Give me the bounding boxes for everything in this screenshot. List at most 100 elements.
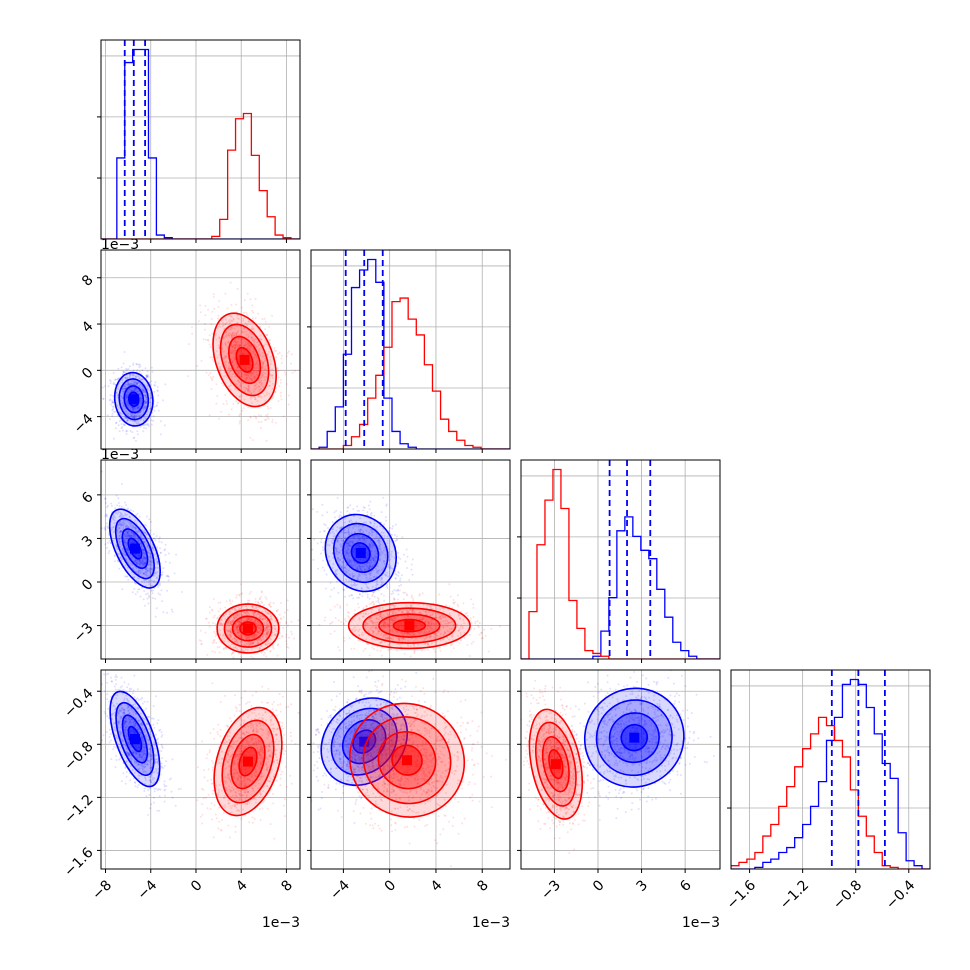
scatter-point xyxy=(122,403,125,406)
scatter-point xyxy=(251,377,254,380)
scatter-point xyxy=(106,506,109,509)
scatter-point xyxy=(132,437,135,439)
scatter-point xyxy=(146,375,149,378)
scatter-point xyxy=(136,561,139,564)
scatter-point xyxy=(221,325,224,328)
y-tick-label: 0 xyxy=(79,576,97,594)
scatter-point xyxy=(141,562,144,565)
scatter-point xyxy=(411,573,414,576)
scatter-point xyxy=(238,395,241,398)
scatter-point xyxy=(120,399,123,402)
scatter-point xyxy=(158,584,161,587)
scatter-point xyxy=(110,505,113,507)
scatter-point xyxy=(139,561,142,564)
scatter-point xyxy=(127,404,130,407)
scatter-point xyxy=(235,361,237,364)
scatter-point xyxy=(101,386,104,389)
scatter-point xyxy=(129,525,132,528)
scatter-point xyxy=(258,381,261,384)
scatter-point xyxy=(258,390,261,392)
scatter-point xyxy=(156,562,159,565)
scatter-point xyxy=(225,331,228,333)
scatter-point xyxy=(334,516,336,519)
scatter-point xyxy=(224,341,227,344)
scatter-point xyxy=(136,383,138,386)
scatter-point xyxy=(124,501,127,504)
scatter-point xyxy=(126,566,129,569)
scatter-point xyxy=(264,343,267,346)
scatter-point xyxy=(131,526,134,529)
scatter-point xyxy=(308,505,310,507)
scatter-point xyxy=(122,429,124,432)
scatter-point xyxy=(137,420,140,423)
scatter-point xyxy=(104,502,107,504)
scatter-point xyxy=(285,620,288,623)
scatter-point xyxy=(141,586,144,589)
scatter-point xyxy=(114,554,116,557)
scatter-point xyxy=(243,331,245,333)
scatter-point xyxy=(151,370,154,373)
scatter-point xyxy=(157,592,160,595)
scatter-point xyxy=(344,595,346,598)
scatter-point xyxy=(230,408,233,411)
scatter-point xyxy=(114,410,117,413)
scatter-point xyxy=(233,334,236,337)
scatter-point xyxy=(124,543,127,546)
scatter-point xyxy=(141,538,144,540)
scatter-point xyxy=(151,584,154,587)
scatter-point xyxy=(227,367,230,370)
scatter-point xyxy=(253,388,256,391)
scatter-point xyxy=(231,335,234,338)
scatter-point xyxy=(235,334,238,337)
panel-frame xyxy=(100,39,301,240)
scatter-point xyxy=(230,303,233,306)
scatter-point xyxy=(266,334,268,337)
scatter-point xyxy=(124,386,127,389)
scatter-point xyxy=(254,387,257,390)
scatter-point xyxy=(338,649,341,652)
scatter-point xyxy=(259,388,262,391)
scatter-point xyxy=(269,358,272,361)
scatter-point xyxy=(343,589,346,592)
scatter-point xyxy=(137,382,140,385)
scatter-point xyxy=(144,405,147,408)
scatter-point xyxy=(144,573,147,576)
scatter-point xyxy=(124,385,127,388)
scatter-point xyxy=(134,527,137,530)
scatter-point xyxy=(373,514,376,517)
scatter-point xyxy=(404,560,407,563)
scatter-point xyxy=(271,314,273,317)
scatter-point xyxy=(132,416,135,419)
scatter-point xyxy=(121,483,123,485)
scatter-point xyxy=(275,356,278,359)
scatter-point xyxy=(122,387,124,390)
scatter-point xyxy=(248,343,251,346)
scatter-point xyxy=(228,334,231,337)
scatter-point xyxy=(123,370,126,373)
scatter-point xyxy=(136,406,139,409)
scatter-point xyxy=(123,541,126,544)
scatter-point xyxy=(135,582,137,585)
scatter-point xyxy=(236,317,239,320)
scatter-point xyxy=(126,376,129,379)
scatter-point xyxy=(125,548,128,551)
scatter-point xyxy=(128,515,131,518)
y-tick-label: 4 xyxy=(79,318,97,336)
scatter-point xyxy=(128,516,131,519)
scatter-point xyxy=(125,396,128,399)
scatter-point xyxy=(144,561,147,564)
scatter-point xyxy=(128,373,131,376)
scatter-point xyxy=(136,390,139,393)
scatter-point xyxy=(143,416,146,419)
y-offset-text: 1e−3 xyxy=(101,237,139,253)
scatter-point xyxy=(259,376,262,379)
scatter-point xyxy=(121,395,124,398)
scatter-point xyxy=(127,525,130,528)
scatter-point xyxy=(257,379,260,382)
scatter-point xyxy=(224,374,227,377)
scatter-point xyxy=(122,388,125,391)
scatter-point xyxy=(129,389,132,391)
scatter-point xyxy=(111,526,114,529)
scatter-point xyxy=(158,540,161,543)
scatter-point xyxy=(247,375,250,378)
